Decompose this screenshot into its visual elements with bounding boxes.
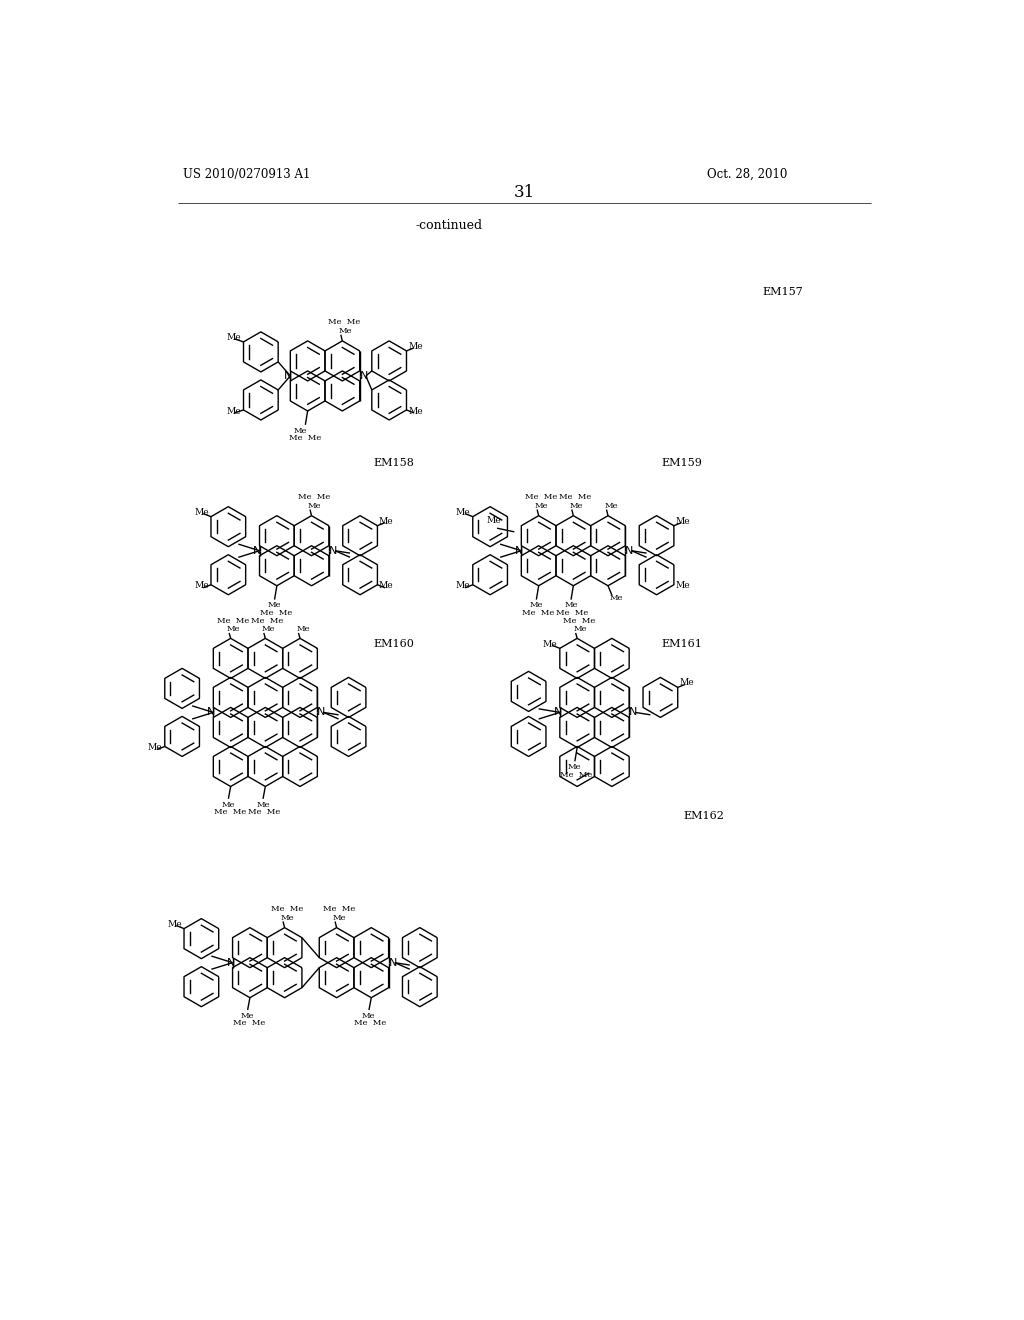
- Text: US 2010/0270913 A1: US 2010/0270913 A1: [183, 168, 310, 181]
- Text: Me: Me: [267, 602, 282, 610]
- Text: Me  Me: Me Me: [559, 492, 592, 500]
- Text: Me: Me: [307, 502, 322, 510]
- Text: Me: Me: [167, 920, 181, 929]
- Text: EM160: EM160: [373, 639, 414, 649]
- Text: N: N: [226, 958, 234, 968]
- Text: Me: Me: [529, 602, 543, 610]
- Text: Me: Me: [379, 517, 393, 527]
- Text: Me: Me: [564, 602, 578, 610]
- Text: N: N: [554, 708, 562, 718]
- Text: EM157: EM157: [762, 286, 803, 297]
- Text: N: N: [253, 545, 262, 556]
- Text: -continued: -continued: [416, 219, 482, 232]
- Text: Me: Me: [339, 327, 352, 335]
- Text: N: N: [207, 708, 215, 718]
- Text: Me: Me: [147, 743, 163, 751]
- Text: Me  Me: Me Me: [521, 609, 554, 616]
- Text: Me  Me: Me Me: [354, 1019, 387, 1027]
- Text: Me: Me: [535, 502, 548, 510]
- Text: Me: Me: [609, 594, 623, 602]
- Text: Me: Me: [408, 407, 423, 416]
- Text: Me: Me: [281, 913, 294, 921]
- Text: Me: Me: [261, 626, 275, 634]
- Text: EM159: EM159: [662, 458, 702, 469]
- Text: N: N: [329, 545, 337, 556]
- Text: Me: Me: [573, 626, 587, 634]
- Text: N: N: [285, 371, 293, 381]
- Text: Me: Me: [226, 333, 242, 342]
- Text: Me: Me: [194, 508, 209, 517]
- Text: Me: Me: [296, 626, 309, 634]
- Text: Me  Me: Me Me: [252, 616, 284, 624]
- Text: Me: Me: [456, 581, 470, 590]
- Text: Me  Me: Me Me: [214, 808, 246, 816]
- Text: N: N: [515, 545, 523, 556]
- Text: Me: Me: [676, 517, 690, 527]
- Text: Me: Me: [569, 502, 583, 510]
- Text: Me  Me: Me Me: [289, 434, 322, 442]
- Text: Me  Me: Me Me: [524, 492, 557, 500]
- Text: EM162: EM162: [683, 810, 724, 821]
- Text: Me: Me: [226, 626, 241, 634]
- Text: Me: Me: [256, 800, 269, 809]
- Text: N: N: [629, 708, 638, 718]
- Text: 31: 31: [514, 183, 536, 201]
- Text: Me  Me: Me Me: [556, 609, 589, 616]
- Text: Me: Me: [379, 581, 393, 590]
- Text: Me: Me: [226, 407, 242, 416]
- Text: EM158: EM158: [373, 458, 414, 469]
- Text: Me  Me: Me Me: [563, 616, 596, 624]
- Text: Me: Me: [221, 800, 234, 809]
- Text: Me: Me: [604, 502, 617, 510]
- Text: Me: Me: [676, 581, 690, 590]
- Text: Me: Me: [456, 508, 470, 517]
- Text: N: N: [626, 545, 634, 556]
- Text: Me  Me: Me Me: [560, 771, 593, 779]
- Text: Me: Me: [543, 640, 557, 649]
- Text: Me: Me: [294, 426, 307, 434]
- Text: N: N: [389, 958, 397, 968]
- Text: Oct. 28, 2010: Oct. 28, 2010: [707, 168, 786, 181]
- Text: Me  Me: Me Me: [260, 609, 292, 616]
- Text: Me  Me: Me Me: [270, 904, 303, 912]
- Text: Me: Me: [241, 1011, 254, 1020]
- Text: Me: Me: [486, 516, 502, 525]
- Text: EM161: EM161: [662, 639, 702, 649]
- Text: Me: Me: [568, 763, 582, 771]
- Text: Me: Me: [362, 1011, 376, 1020]
- Text: N: N: [317, 708, 326, 718]
- Text: Me: Me: [408, 342, 423, 351]
- Text: Me  Me: Me Me: [329, 318, 360, 326]
- Text: Me: Me: [679, 678, 694, 688]
- Text: Me: Me: [333, 913, 346, 921]
- Text: N: N: [359, 371, 368, 381]
- Text: Me  Me: Me Me: [323, 904, 355, 912]
- Text: Me  Me: Me Me: [249, 808, 281, 816]
- Text: Me  Me: Me Me: [217, 616, 249, 624]
- Text: Me: Me: [194, 581, 209, 590]
- Text: Me  Me: Me Me: [298, 492, 330, 500]
- Text: Me  Me: Me Me: [233, 1019, 265, 1027]
